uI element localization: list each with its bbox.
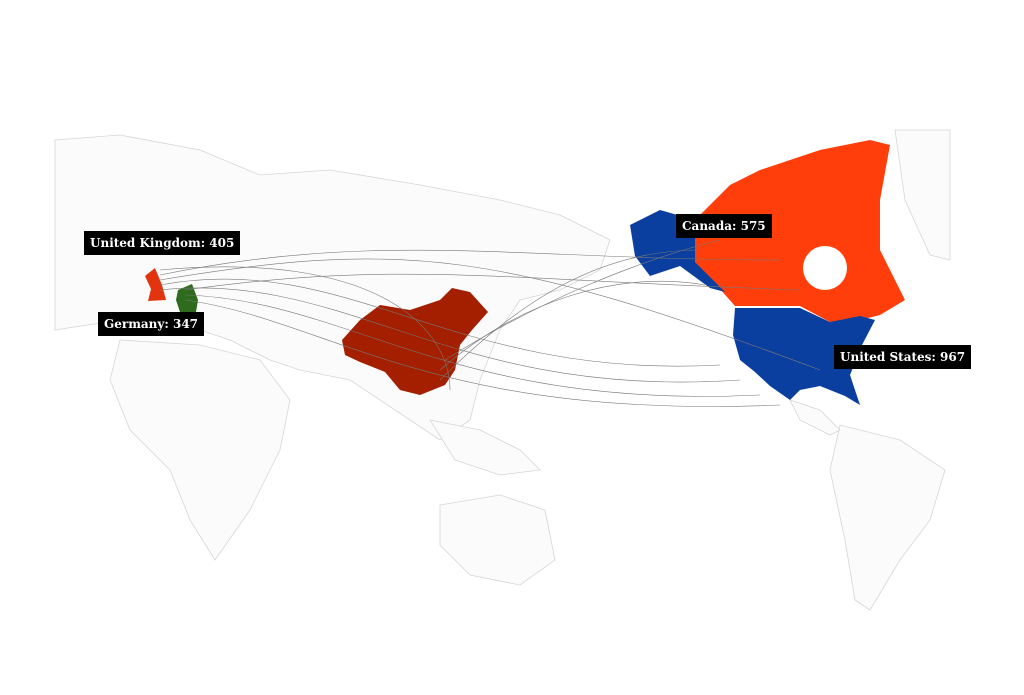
land-central-america bbox=[789, 399, 841, 436]
country-united-states[interactable] bbox=[733, 308, 875, 405]
flow-arc bbox=[159, 278, 721, 367]
flow-arc bbox=[159, 287, 741, 383]
hudson-bay bbox=[803, 246, 847, 290]
label-canada: Canada: 575 bbox=[676, 214, 772, 238]
flow-arc bbox=[184, 273, 801, 291]
land-southeast-asia bbox=[429, 419, 541, 476]
countries bbox=[145, 140, 905, 405]
flow-arc bbox=[184, 299, 781, 407]
flow-arc bbox=[439, 280, 706, 371]
label-united-states: United States: 967 bbox=[834, 345, 972, 369]
country-china[interactable] bbox=[342, 288, 488, 395]
land-australia bbox=[439, 494, 556, 586]
flow-arc bbox=[159, 249, 781, 276]
land-africa bbox=[109, 339, 291, 561]
background-landmasses bbox=[54, 129, 951, 611]
flow-arc bbox=[444, 239, 721, 361]
label-germany: Germany: 347 bbox=[98, 312, 205, 336]
flow-arc bbox=[159, 266, 451, 391]
label-united-kingdom: United Kingdom: 405 bbox=[84, 231, 241, 255]
land-greenland bbox=[894, 129, 951, 261]
flow-arc bbox=[184, 294, 761, 397]
country-united-kingdom[interactable] bbox=[145, 268, 166, 301]
flow-arc bbox=[439, 249, 701, 381]
country-germany[interactable] bbox=[176, 284, 198, 312]
land-south-america bbox=[829, 424, 946, 611]
flow-arc bbox=[159, 258, 821, 371]
land-eurasia bbox=[54, 134, 611, 441]
flow-arcs bbox=[159, 239, 821, 407]
country-canada[interactable] bbox=[695, 140, 905, 322]
